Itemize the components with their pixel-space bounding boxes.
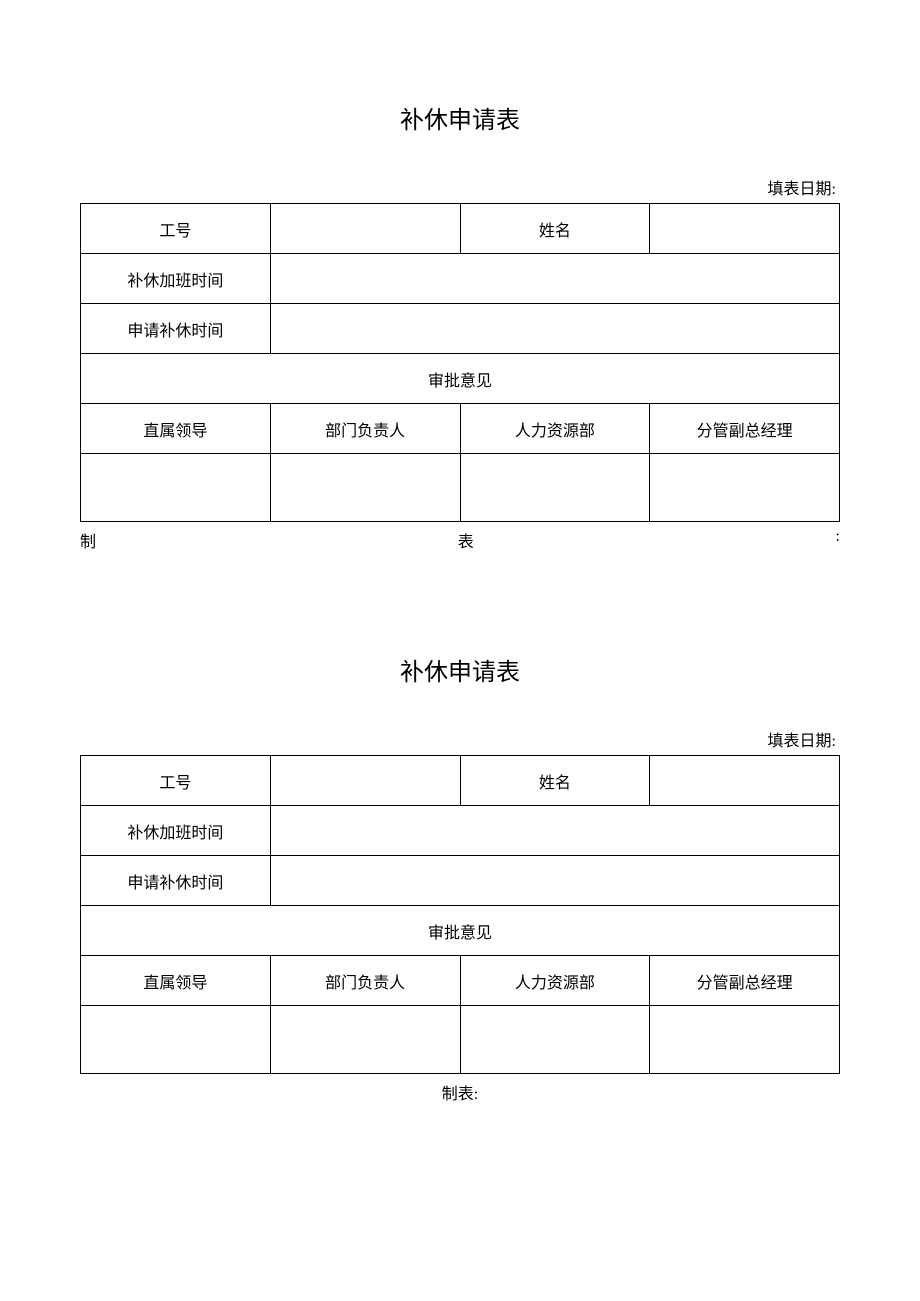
form-2-table: 工号 姓名 补休加班时间 申请补休时间 审批意见 直属领导 部门负责人 人力资源… — [80, 755, 840, 1074]
vp-manager-label: 分管副总经理 — [650, 404, 840, 454]
name-label: 姓名 — [460, 204, 650, 254]
leave-period-value — [270, 856, 839, 906]
hr-dept-label: 人力资源部 — [460, 404, 650, 454]
hr-dept-signature — [460, 1006, 650, 1074]
leave-period-label: 申请补休时间 — [81, 304, 271, 354]
footer-char-3: : — [836, 528, 840, 552]
employee-id-label: 工号 — [81, 204, 271, 254]
form-1-footer: 制 表 : — [80, 528, 840, 552]
table-row: 补休加班时间 — [81, 254, 840, 304]
vp-manager-label: 分管副总经理 — [650, 956, 840, 1006]
table-row: 工号 姓名 — [81, 204, 840, 254]
table-row: 直属领导 部门负责人 人力资源部 分管副总经理 — [81, 956, 840, 1006]
overtime-period-label: 补休加班时间 — [81, 806, 271, 856]
footer-char-1: 制 — [80, 528, 96, 552]
name-label: 姓名 — [460, 756, 650, 806]
direct-supervisor-signature — [81, 454, 271, 522]
table-row: 审批意见 — [81, 906, 840, 956]
dept-head-signature — [270, 454, 460, 522]
name-value — [650, 204, 840, 254]
direct-supervisor-label: 直属领导 — [81, 404, 271, 454]
overtime-period-value — [270, 806, 839, 856]
name-value — [650, 756, 840, 806]
overtime-period-label: 补休加班时间 — [81, 254, 271, 304]
direct-supervisor-label: 直属领导 — [81, 956, 271, 1006]
employee-id-value — [270, 756, 460, 806]
dept-head-label: 部门负责人 — [270, 956, 460, 1006]
dept-head-signature — [270, 1006, 460, 1074]
form-2: 补休申请表 填表日期: 工号 姓名 补休加班时间 申请补休时间 审批意见 直属领… — [80, 652, 840, 1104]
form-1-title: 补休申请表 — [80, 100, 840, 135]
footer-char-2: 表 — [458, 528, 474, 552]
table-row: 审批意见 — [81, 354, 840, 404]
employee-id-label: 工号 — [81, 756, 271, 806]
leave-period-label: 申请补休时间 — [81, 856, 271, 906]
table-row — [81, 454, 840, 522]
form-2-title: 补休申请表 — [80, 652, 840, 687]
hr-dept-label: 人力资源部 — [460, 956, 650, 1006]
table-row: 工号 姓名 — [81, 756, 840, 806]
overtime-period-value — [270, 254, 839, 304]
approval-header: 审批意见 — [81, 906, 840, 956]
table-row — [81, 1006, 840, 1074]
direct-supervisor-signature — [81, 1006, 271, 1074]
vp-manager-signature — [650, 1006, 840, 1074]
vp-manager-signature — [650, 454, 840, 522]
approval-header: 审批意见 — [81, 354, 840, 404]
form-1: 补休申请表 填表日期: 工号 姓名 补休加班时间 申请补休时间 审批意见 直属领… — [80, 100, 840, 552]
form-1-table: 工号 姓名 补休加班时间 申请补休时间 审批意见 直属领导 部门负责人 人力资源… — [80, 203, 840, 522]
table-row: 申请补休时间 — [81, 304, 840, 354]
table-row: 申请补休时间 — [81, 856, 840, 906]
hr-dept-signature — [460, 454, 650, 522]
form-2-footer: 制表: — [80, 1080, 840, 1104]
employee-id-value — [270, 204, 460, 254]
leave-period-value — [270, 304, 839, 354]
dept-head-label: 部门负责人 — [270, 404, 460, 454]
form-2-fill-date-label: 填表日期: — [80, 727, 840, 751]
table-row: 补休加班时间 — [81, 806, 840, 856]
form-1-fill-date-label: 填表日期: — [80, 175, 840, 199]
table-row: 直属领导 部门负责人 人力资源部 分管副总经理 — [81, 404, 840, 454]
